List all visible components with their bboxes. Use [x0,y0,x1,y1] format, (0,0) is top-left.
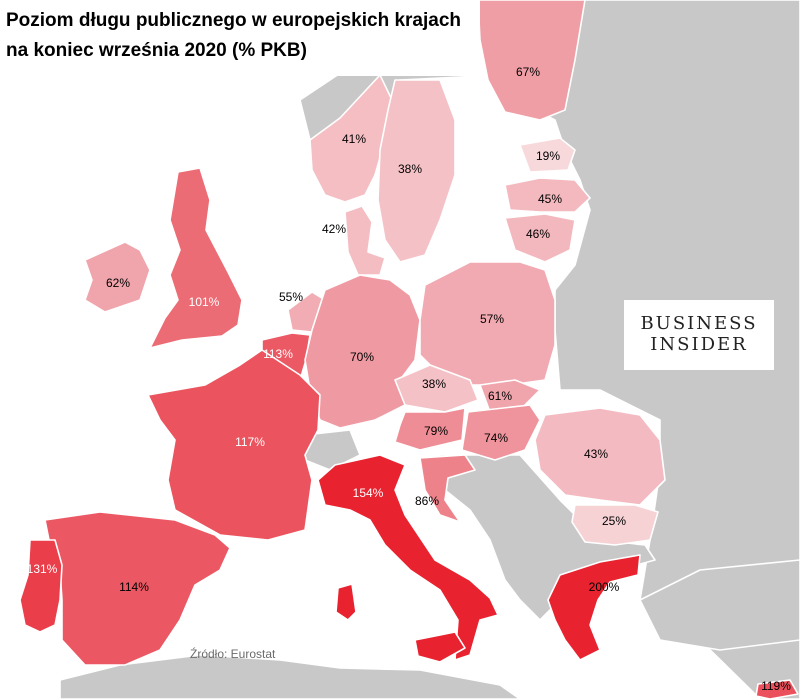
region-cyprus [755,679,799,699]
brand-logo-line2: INSIDER [650,334,748,355]
title-box: Poziom długu publicznego w europejskich … [0,0,480,76]
label-belgium: 113% [263,347,293,361]
region-italy [317,454,499,661]
region-france [147,349,321,541]
region-sicily [414,631,466,663]
region-croatia [419,454,476,523]
region-sardinia [335,583,357,621]
label-poland: 57% [480,312,504,326]
label-austria: 79% [424,424,448,438]
label-finland: 67% [516,65,540,79]
label-hungary: 74% [484,431,508,445]
label-czechia: 38% [422,377,446,391]
label-bulgaria: 25% [602,514,626,528]
label-denmark: 42% [322,222,346,236]
region-denmark [344,205,386,276]
label-ireland: 62% [106,276,130,290]
region-slovakia [479,379,541,413]
turkey-land [639,559,800,651]
region-hungary [461,404,541,461]
label-france: 117% [235,435,265,449]
label-latvia: 45% [538,192,562,206]
label-cyprus: 119% [761,679,791,693]
region-norway [309,74,393,203]
north-africa-land [59,654,521,699]
label-sweden: 38% [398,162,422,176]
region-austria [394,407,466,451]
label-lithuania: 46% [526,227,550,241]
label-slovakia: 61% [488,389,512,403]
region-czechia [394,364,479,413]
label-greece: 200% [589,580,620,594]
label-uk: 101% [189,295,220,309]
label-portugal: 131% [27,562,58,576]
label-spain: 114% [119,580,149,594]
region-latvia [504,177,591,213]
map-title: Poziom długu publicznego w europejskich … [6,10,462,61]
label-italy: 154% [353,486,384,500]
region-poland [419,261,556,386]
source-note: Źródło: Eurostat [190,647,276,661]
label-netherlands: 55% [279,290,303,304]
region-romania [534,407,666,506]
region-sweden [377,79,456,263]
brand-logo-line1: BUSINESS [640,313,758,334]
label-estonia: 19% [536,149,560,163]
value-labels: 67% 41% 38% 19% 45% 46% 42% 62% 101% 55%… [27,65,792,693]
label-norway: 41% [342,132,366,146]
countries [19,0,799,699]
region-portugal [19,539,63,633]
label-croatia: 86% [415,494,439,508]
label-romania: 43% [584,447,608,461]
region-estonia [519,137,576,173]
region-lithuania [504,213,576,263]
region-uk [149,167,243,349]
region-greece [547,554,641,661]
region-ireland [84,241,151,313]
label-germany: 70% [350,350,374,364]
region-finland [477,0,586,121]
region-bulgaria [571,504,659,546]
brand-logo: BUSINESS INSIDER [624,300,774,370]
